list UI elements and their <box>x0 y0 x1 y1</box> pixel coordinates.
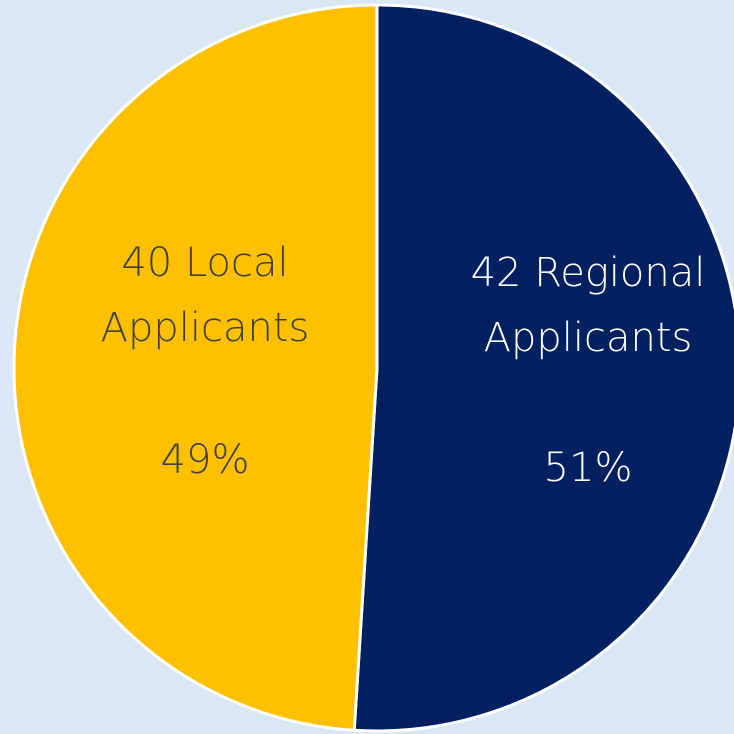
pie-slice <box>12 3 379 732</box>
value-label: 49% <box>161 437 250 483</box>
slice-label-line: Applicants <box>484 315 693 361</box>
slice-label-line: Applicants <box>101 305 310 351</box>
slice-label: 42 Regional Applicants <box>471 250 706 361</box>
slice-label-line: 40 Local <box>121 240 288 286</box>
slice-label-line: 42 Regional <box>471 250 706 296</box>
value-label: 51% <box>544 445 633 491</box>
slice-label: 40 Local Applicants <box>101 240 310 351</box>
pie-slice <box>352 3 734 733</box>
